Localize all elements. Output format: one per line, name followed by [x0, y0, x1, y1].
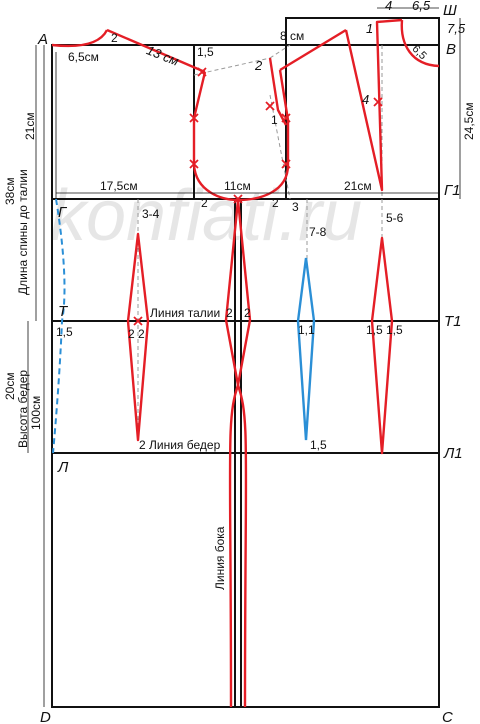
label-hip-height: Высота бедер: [16, 370, 30, 448]
front-shoulder-dart: [344, 18, 403, 192]
mark-7-8: 7-8: [309, 225, 327, 239]
mark-1-5-front-l: 1,5: [366, 323, 383, 337]
armhole-crosses: [133, 67, 383, 326]
dim-back-width-text: 17,5см: [100, 179, 138, 193]
center-back-seam: [52, 198, 66, 454]
point-A: А: [37, 31, 48, 48]
mark-2-2-back: 2 2: [128, 327, 145, 341]
front-shoulder: [279, 28, 347, 72]
dim-top-4: 4: [385, 0, 392, 13]
label-hip-line: Линия бедер: [149, 438, 221, 452]
dim-armhole-text: 11см: [224, 179, 251, 193]
point-T1: Т1: [444, 313, 462, 330]
dim-top-7-5: 7,5: [447, 21, 466, 36]
label-side-line: Линия бока: [213, 526, 227, 590]
point-L: Л: [57, 459, 69, 476]
point-C: С: [442, 709, 453, 724]
front-extension: [285, 17, 440, 45]
dim-hip-text: 20см: [3, 372, 17, 400]
dim-front-height-text: 24,5см: [462, 102, 476, 140]
mark-2-arm-l: 2: [201, 196, 208, 210]
point-D: D: [40, 709, 51, 724]
dim-neck-width: 6,5см: [68, 50, 99, 64]
front-neckline: [400, 19, 440, 68]
back-dart: [126, 232, 150, 442]
point-B: В: [446, 41, 456, 58]
mark-1-front: 1: [271, 113, 278, 127]
mark-2-neck: 2: [111, 31, 118, 45]
front-blue-dart: [296, 257, 316, 441]
dim-total-text: 100см: [29, 396, 43, 430]
side-seam-front: [236, 199, 252, 708]
mark-3-4: 3-4: [142, 207, 160, 221]
back-shoulder: [106, 28, 206, 74]
mark-1-5-front-r: 1,5: [386, 323, 403, 337]
point-T: Т: [58, 303, 69, 320]
dim-8cm: 8 см: [280, 29, 304, 43]
dim-shoulder: 13 см: [144, 42, 181, 68]
side-seam-back: [224, 199, 240, 708]
mark-1-5-arm: 1,5: [197, 45, 214, 59]
mark-4-front: 4: [362, 92, 369, 107]
dim-top-6-5: 6,5: [412, 0, 431, 13]
front-dart: [370, 236, 394, 455]
mark-2-hip: 2: [139, 438, 146, 452]
mark-1-neck: 1: [366, 21, 373, 36]
dim-back-waist-text: 38см: [3, 177, 17, 205]
point-G: Г: [58, 204, 68, 221]
mark-5-6: 5-6: [386, 211, 404, 225]
mark-2-side-r: 2: [244, 306, 251, 320]
guide-1: [193, 57, 271, 76]
dim-back-height-text: 21см: [23, 112, 37, 140]
mark-3: 3: [292, 200, 299, 214]
point-L1: Л1: [443, 445, 463, 462]
point-Sh: Ш: [443, 2, 457, 19]
back-neckline: [51, 29, 109, 48]
mark-1-5-t: 1,5: [56, 325, 73, 339]
mark-1-1: 1,1: [298, 323, 315, 337]
label-back-waist-length: Длина спины до талии: [16, 169, 30, 295]
mark-1-5-hip: 1,5: [310, 438, 327, 452]
dim-front-width-text: 21см: [344, 179, 372, 193]
mark-2-side-l: 2: [226, 306, 233, 320]
guide-7: [269, 94, 291, 200]
guide-2: [269, 44, 291, 59]
point-G1: Г1: [444, 182, 461, 199]
label-waist-line: Линия талии: [150, 306, 220, 320]
mark-2-arm-r: 2: [272, 196, 279, 210]
mark-2-front: 2: [254, 58, 263, 73]
